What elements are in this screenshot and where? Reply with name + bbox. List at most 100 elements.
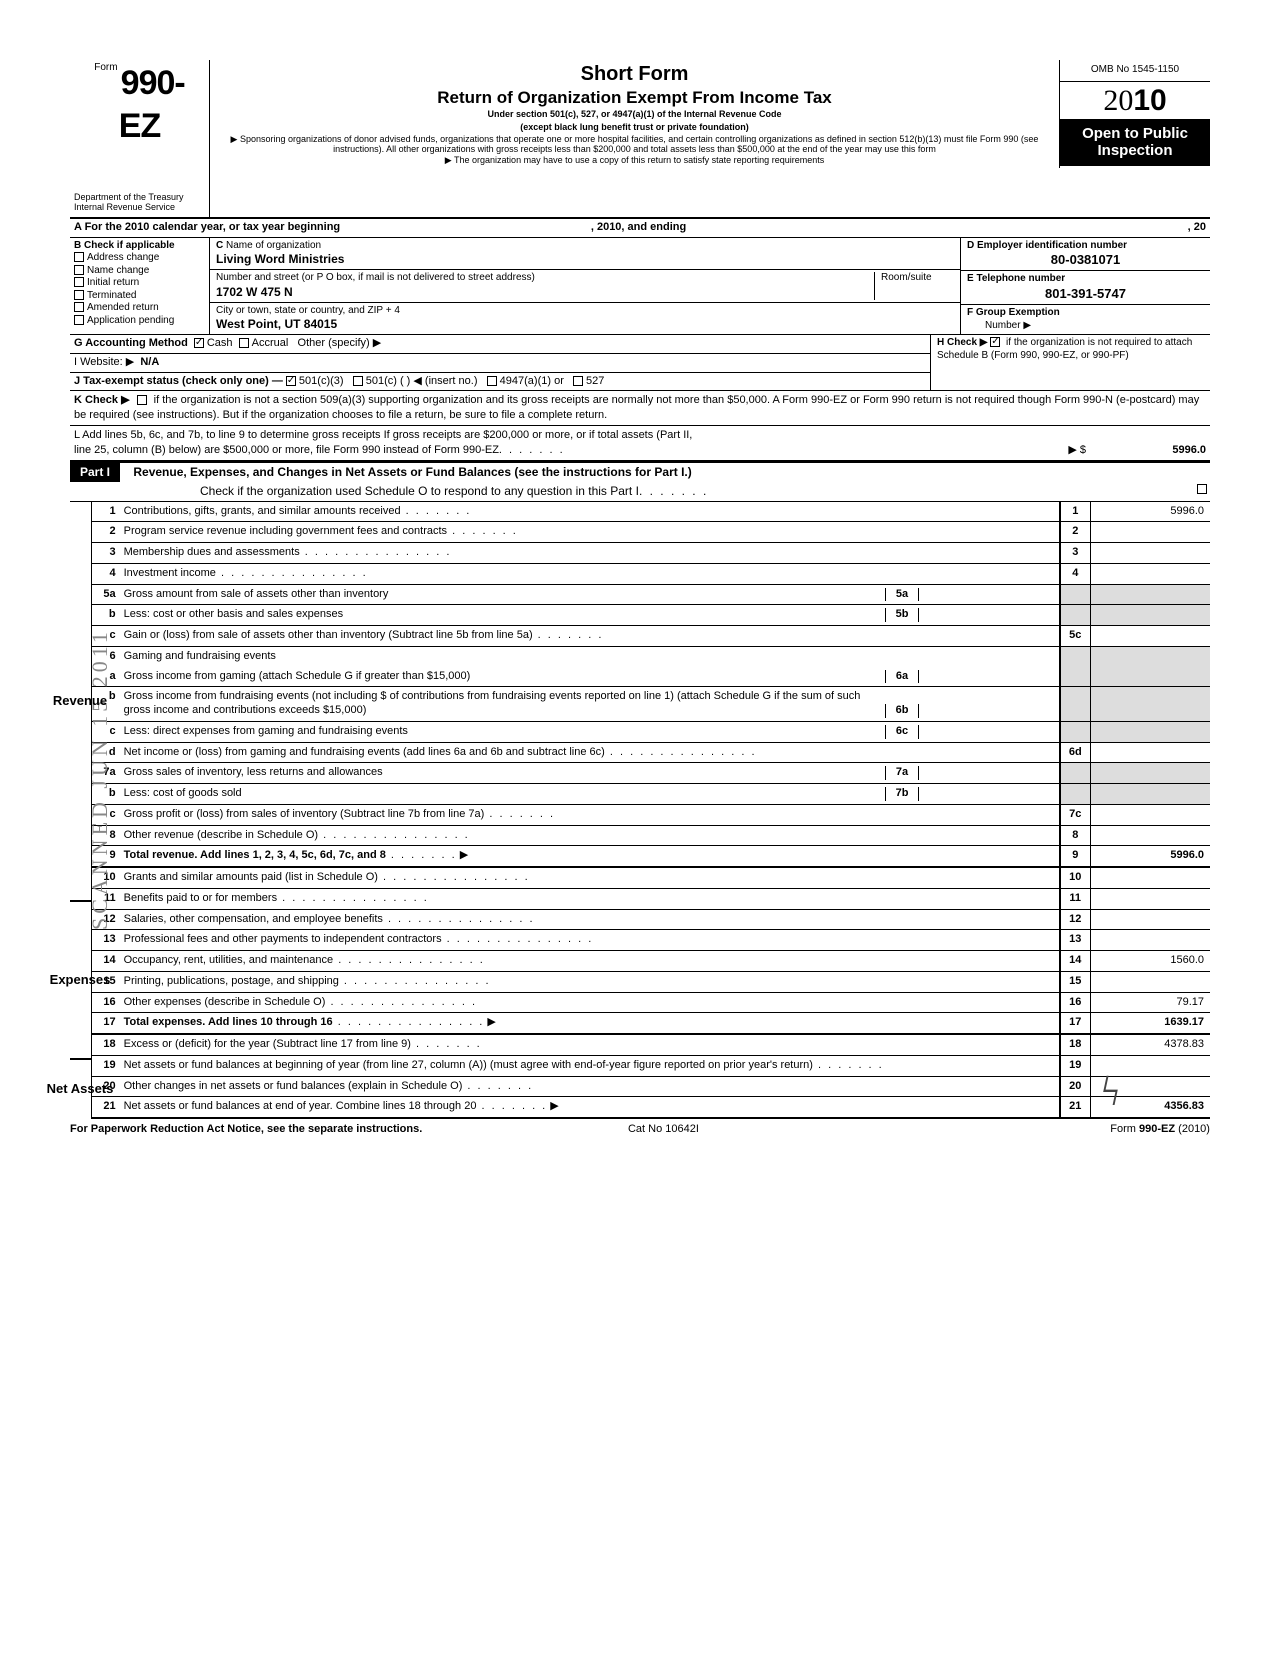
title-2: Return of Organization Exempt From Incom… (218, 87, 1051, 108)
part-i-title: Revenue, Expenses, and Changes in Net As… (133, 465, 691, 479)
address-value: 1702 W 475 N (216, 285, 874, 300)
section-j-row: J Tax-exempt status (check only one) — 5… (70, 373, 930, 391)
check-cash[interactable]: Cash (194, 337, 233, 351)
section-c-letter: C (216, 240, 223, 251)
section-i-row: I Website: ▶ N/A (70, 354, 930, 373)
section-l-row: L Add lines 5b, 6c, and 7b, to line 9 to… (70, 426, 1210, 462)
website-value: N/A (140, 356, 159, 370)
line-9: 9Total revenue. Add lines 1, 2, 3, 4, 5c… (92, 846, 1210, 867)
subtitle-1: Under section 501(c), 527, or 4947(a)(1)… (218, 109, 1051, 120)
check-initial-return[interactable]: Initial return (74, 277, 205, 290)
section-l-amount: 5996.0 (1086, 443, 1206, 458)
line-3: 3Membership dues and assessments3 (92, 543, 1210, 564)
other-specify-label: Other (specify) ▶ (298, 337, 382, 351)
line-13: 13Professional fees and other payments t… (92, 930, 1210, 951)
line-20: 20Other changes in net assets or fund ba… (92, 1076, 1210, 1097)
check-accrual[interactable]: Accrual (239, 337, 289, 351)
line-7b: bLess: cost of goods sold7b (92, 784, 1210, 805)
footer-row: For Paperwork Reduction Act Notice, see … (70, 1119, 1210, 1137)
omb-block: OMB No 1545-1150 2010 Open to Public Ins… (1060, 60, 1210, 166)
line-15: 15Printing, publications, postage, and s… (92, 971, 1210, 992)
line-6b: bGross income from fundraising events (n… (92, 687, 1210, 722)
tax-year: 2010 (1060, 82, 1210, 120)
check-501c[interactable]: 501(c) ( ) ◀ (insert no.) (353, 375, 478, 387)
org-name-label: Name of organization (226, 240, 321, 251)
section-a-mid: , 2010, and ending (591, 221, 686, 235)
line-7c: cGross profit or (loss) from sales of in… (92, 804, 1210, 825)
website-label: I Website: ▶ (74, 356, 134, 370)
check-527[interactable]: 527 (573, 375, 604, 387)
ein-label: D Employer identification number (967, 240, 1204, 253)
line-1: 1Contributions, gifts, grants, and simil… (92, 502, 1210, 522)
open-to-public: Open to Public Inspection (1060, 119, 1210, 166)
label-expenses: Expenses (46, 972, 115, 988)
section-g-row: G Accounting Method Cash Accrual Other (… (70, 335, 930, 354)
form-id-block: Form 990-EZ Department of the Treasury I… (70, 60, 210, 217)
section-b-sublabel: Check if applicable (84, 240, 175, 251)
section-h-label: H Check ▶ (937, 337, 987, 348)
city-value: West Point, UT 84015 (216, 317, 954, 332)
form-number: 990-EZ (119, 64, 185, 145)
check-schedule-o[interactable] (1197, 484, 1207, 494)
dots (499, 443, 565, 458)
line-12: 12Salaries, other compensation, and empl… (92, 909, 1210, 930)
line-6: 6Gaming and fundraising events (92, 646, 1210, 666)
line-4: 4Investment income4 (92, 563, 1210, 584)
line-18: 18Excess or (deficit) for the year (Subt… (92, 1034, 1210, 1055)
section-j-label: J Tax-exempt status (check only one) — (74, 375, 283, 387)
section-a-end: , 20 (1188, 221, 1206, 235)
address-label: Number and street (or P O box, if mail i… (216, 272, 874, 285)
check-name-change[interactable]: Name change (74, 265, 205, 278)
line-17: 17Total expenses. Add lines 10 through 1… (92, 1013, 1210, 1034)
room-suite-label: Room/suite (881, 272, 954, 285)
initial-mark: ϟ (1101, 1066, 1120, 1119)
line-6d: dNet income or (loss) from gaming and fu… (92, 742, 1210, 763)
section-a-label: A For the 2010 calendar year, or tax yea… (74, 221, 340, 235)
open-line-2: Inspection (1060, 142, 1210, 159)
form-word: Form (94, 62, 117, 73)
line-5a: 5aGross amount from sale of assets other… (92, 584, 1210, 605)
subtitle-3: ▶ Sponsoring organizations of donor advi… (218, 134, 1051, 155)
check-4947[interactable]: 4947(a)(1) or (487, 375, 564, 387)
lines-table: 1Contributions, gifts, grants, and simil… (92, 502, 1210, 1120)
section-c-block: C Name of organization Living Word Minis… (210, 238, 960, 335)
line-5b: bLess: cost or other basis and sales exp… (92, 605, 1210, 626)
label-revenue: Revenue (49, 693, 111, 709)
dots (639, 484, 708, 499)
group-exemption-label: F Group Exemption (967, 307, 1204, 320)
line-6a: aGross income from gaming (attach Schedu… (92, 667, 1210, 687)
check-501c3[interactable]: 501(c)(3) (286, 375, 344, 387)
check-amended-return[interactable]: Amended return (74, 302, 205, 315)
line-19: 19Net assets or fund balances at beginni… (92, 1055, 1210, 1076)
line-14: 14Occupancy, rent, utilities, and mainte… (92, 951, 1210, 972)
line-8: 8Other revenue (describe in Schedule O)8 (92, 825, 1210, 846)
section-a-row: A For the 2010 calendar year, or tax yea… (70, 217, 1210, 238)
omb-number: OMB No 1545-1150 (1060, 60, 1210, 82)
line-6c: cLess: direct expenses from gaming and f… (92, 721, 1210, 742)
section-k-row: K Check ▶ if the organization is not a s… (70, 391, 1210, 426)
title-block: Short Form Return of Organization Exempt… (210, 60, 1060, 168)
section-h-block: H Check ▶ if the organization is not req… (930, 335, 1210, 390)
title-1: Short Form (218, 62, 1051, 87)
ein-value: 80-0381071 (967, 252, 1204, 268)
check-application-pending[interactable]: Application pending (74, 315, 205, 328)
section-b-letter: B (74, 240, 81, 251)
check-section-k[interactable] (137, 395, 147, 405)
section-b-block: B Check if applicable Address change Nam… (70, 238, 210, 335)
open-line-1: Open to Public (1060, 125, 1210, 142)
check-schedule-b[interactable] (990, 337, 1000, 347)
check-address-change[interactable]: Address change (74, 252, 205, 265)
line-10: 10Grants and similar amounts paid (list … (92, 867, 1210, 888)
footer-right: Form 990-EZ (2010) (1110, 1123, 1210, 1137)
label-net-assets: Net Assets (43, 1081, 118, 1097)
section-g-label: G Accounting Method (74, 337, 188, 351)
line-16: 16Other expenses (describe in Schedule O… (92, 992, 1210, 1013)
line-21: 21Net assets or fund balances at end of … (92, 1097, 1210, 1118)
line-11: 11Benefits paid to or for members11 (92, 888, 1210, 909)
subtitle-2: (except black lung benefit trust or priv… (218, 122, 1051, 133)
section-k-text: if the organization is not a section 509… (74, 394, 1199, 421)
city-label: City or town, state or country, and ZIP … (216, 305, 954, 318)
check-terminated[interactable]: Terminated (74, 290, 205, 303)
footer-left: For Paperwork Reduction Act Notice, see … (70, 1123, 422, 1137)
section-k-label: K Check ▶ (74, 394, 130, 406)
